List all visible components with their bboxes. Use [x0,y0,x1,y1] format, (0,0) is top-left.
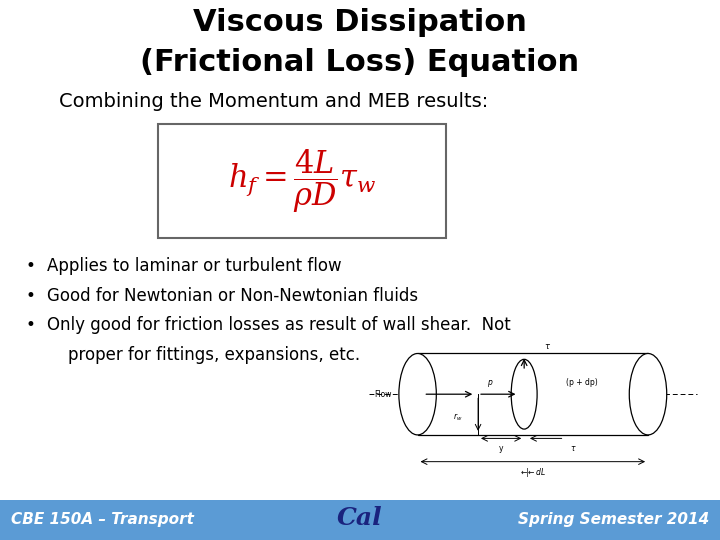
Ellipse shape [399,354,436,435]
Text: (Frictional Loss) Equation: (Frictional Loss) Equation [140,48,580,77]
Text: $\tau$: $\tau$ [570,444,577,453]
Text: $\tau$: $\tau$ [544,342,551,351]
Text: Viscous Dissipation: Viscous Dissipation [193,8,527,37]
Bar [418,354,648,435]
Text: Good for Newtonian or Non-Newtonian fluids: Good for Newtonian or Non-Newtonian flui… [47,287,418,305]
Text: y: y [499,444,503,453]
Text: $\leftarrow\!\!|\!\!\leftarrow dL$: $\leftarrow\!\!|\!\!\leftarrow dL$ [519,467,546,480]
Text: (p + dp): (p + dp) [566,378,598,387]
Text: •: • [25,287,35,305]
Text: Cal: Cal [337,507,383,530]
Ellipse shape [629,354,667,435]
Text: proper for fittings, expansions, etc.: proper for fittings, expansions, etc. [47,346,360,364]
Text: Spring Semester 2014: Spring Semester 2014 [518,512,709,527]
Text: •: • [25,257,35,275]
Text: Combining the Momentum and MEB results:: Combining the Momentum and MEB results: [59,92,488,111]
Text: p: p [487,378,492,387]
Text: Flow: Flow [374,390,392,399]
Text: $h_f = \dfrac{4L}{\rho D}\tau_w$: $h_f = \dfrac{4L}{\rho D}\tau_w$ [228,147,377,215]
Text: Applies to laminar or turbulent flow: Applies to laminar or turbulent flow [47,257,341,275]
FancyBboxPatch shape [158,124,446,239]
Text: CBE 150A – Transport: CBE 150A – Transport [11,512,194,527]
Text: $r_w$: $r_w$ [453,411,463,423]
Text: •: • [25,316,35,334]
Ellipse shape [511,359,537,429]
Text: Only good for friction losses as result of wall shear.  Not: Only good for friction losses as result … [47,316,510,334]
